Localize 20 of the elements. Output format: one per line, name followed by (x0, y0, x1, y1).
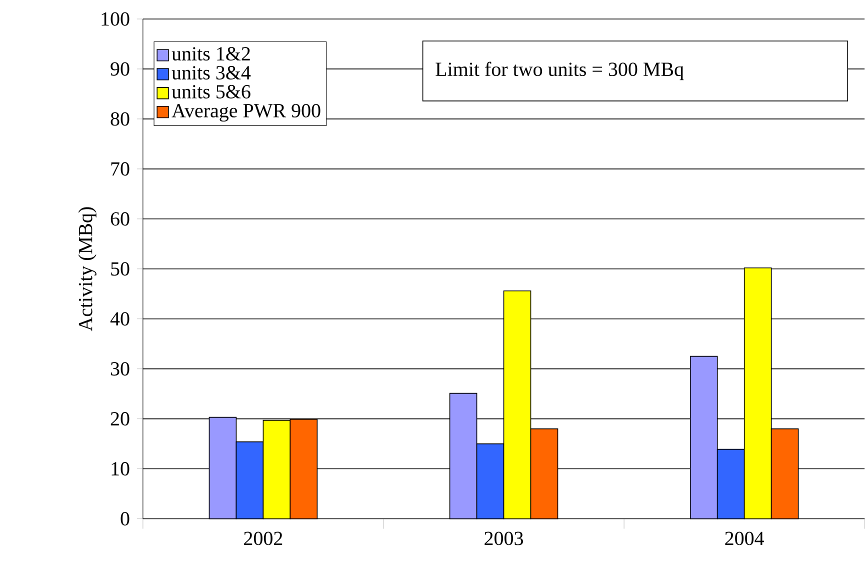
y-tick-label: 0 (120, 512, 130, 526)
y-tick-label: 90 (110, 62, 130, 76)
x-tick-label: 2003 (484, 532, 523, 546)
y-tick-label: 40 (110, 312, 130, 326)
y-tick-label: 60 (110, 212, 130, 226)
legend-label: units 5&6 (172, 85, 250, 99)
y-tick-label: 80 (110, 112, 130, 126)
x-tick-label: 2004 (725, 532, 764, 546)
y-tick-label: 20 (110, 412, 130, 426)
y-tick-label: 30 (110, 362, 130, 376)
annotation: Limit for two units = 300 MBq (436, 62, 684, 80)
legend-label: units 1&2 (172, 47, 250, 61)
y-tick-label: 100 (102, 12, 130, 26)
legend-label: units 3&4 (172, 66, 251, 80)
y-tick-label: 70 (111, 162, 130, 176)
x-tick-label: 2002 (244, 532, 282, 546)
y-tick-label: 50 (111, 262, 130, 276)
legend-label: Average PWR 900 (172, 104, 320, 122)
y-axis-title: Activity (MBq) (78, 207, 96, 332)
y-tick-label: 10 (112, 462, 130, 476)
